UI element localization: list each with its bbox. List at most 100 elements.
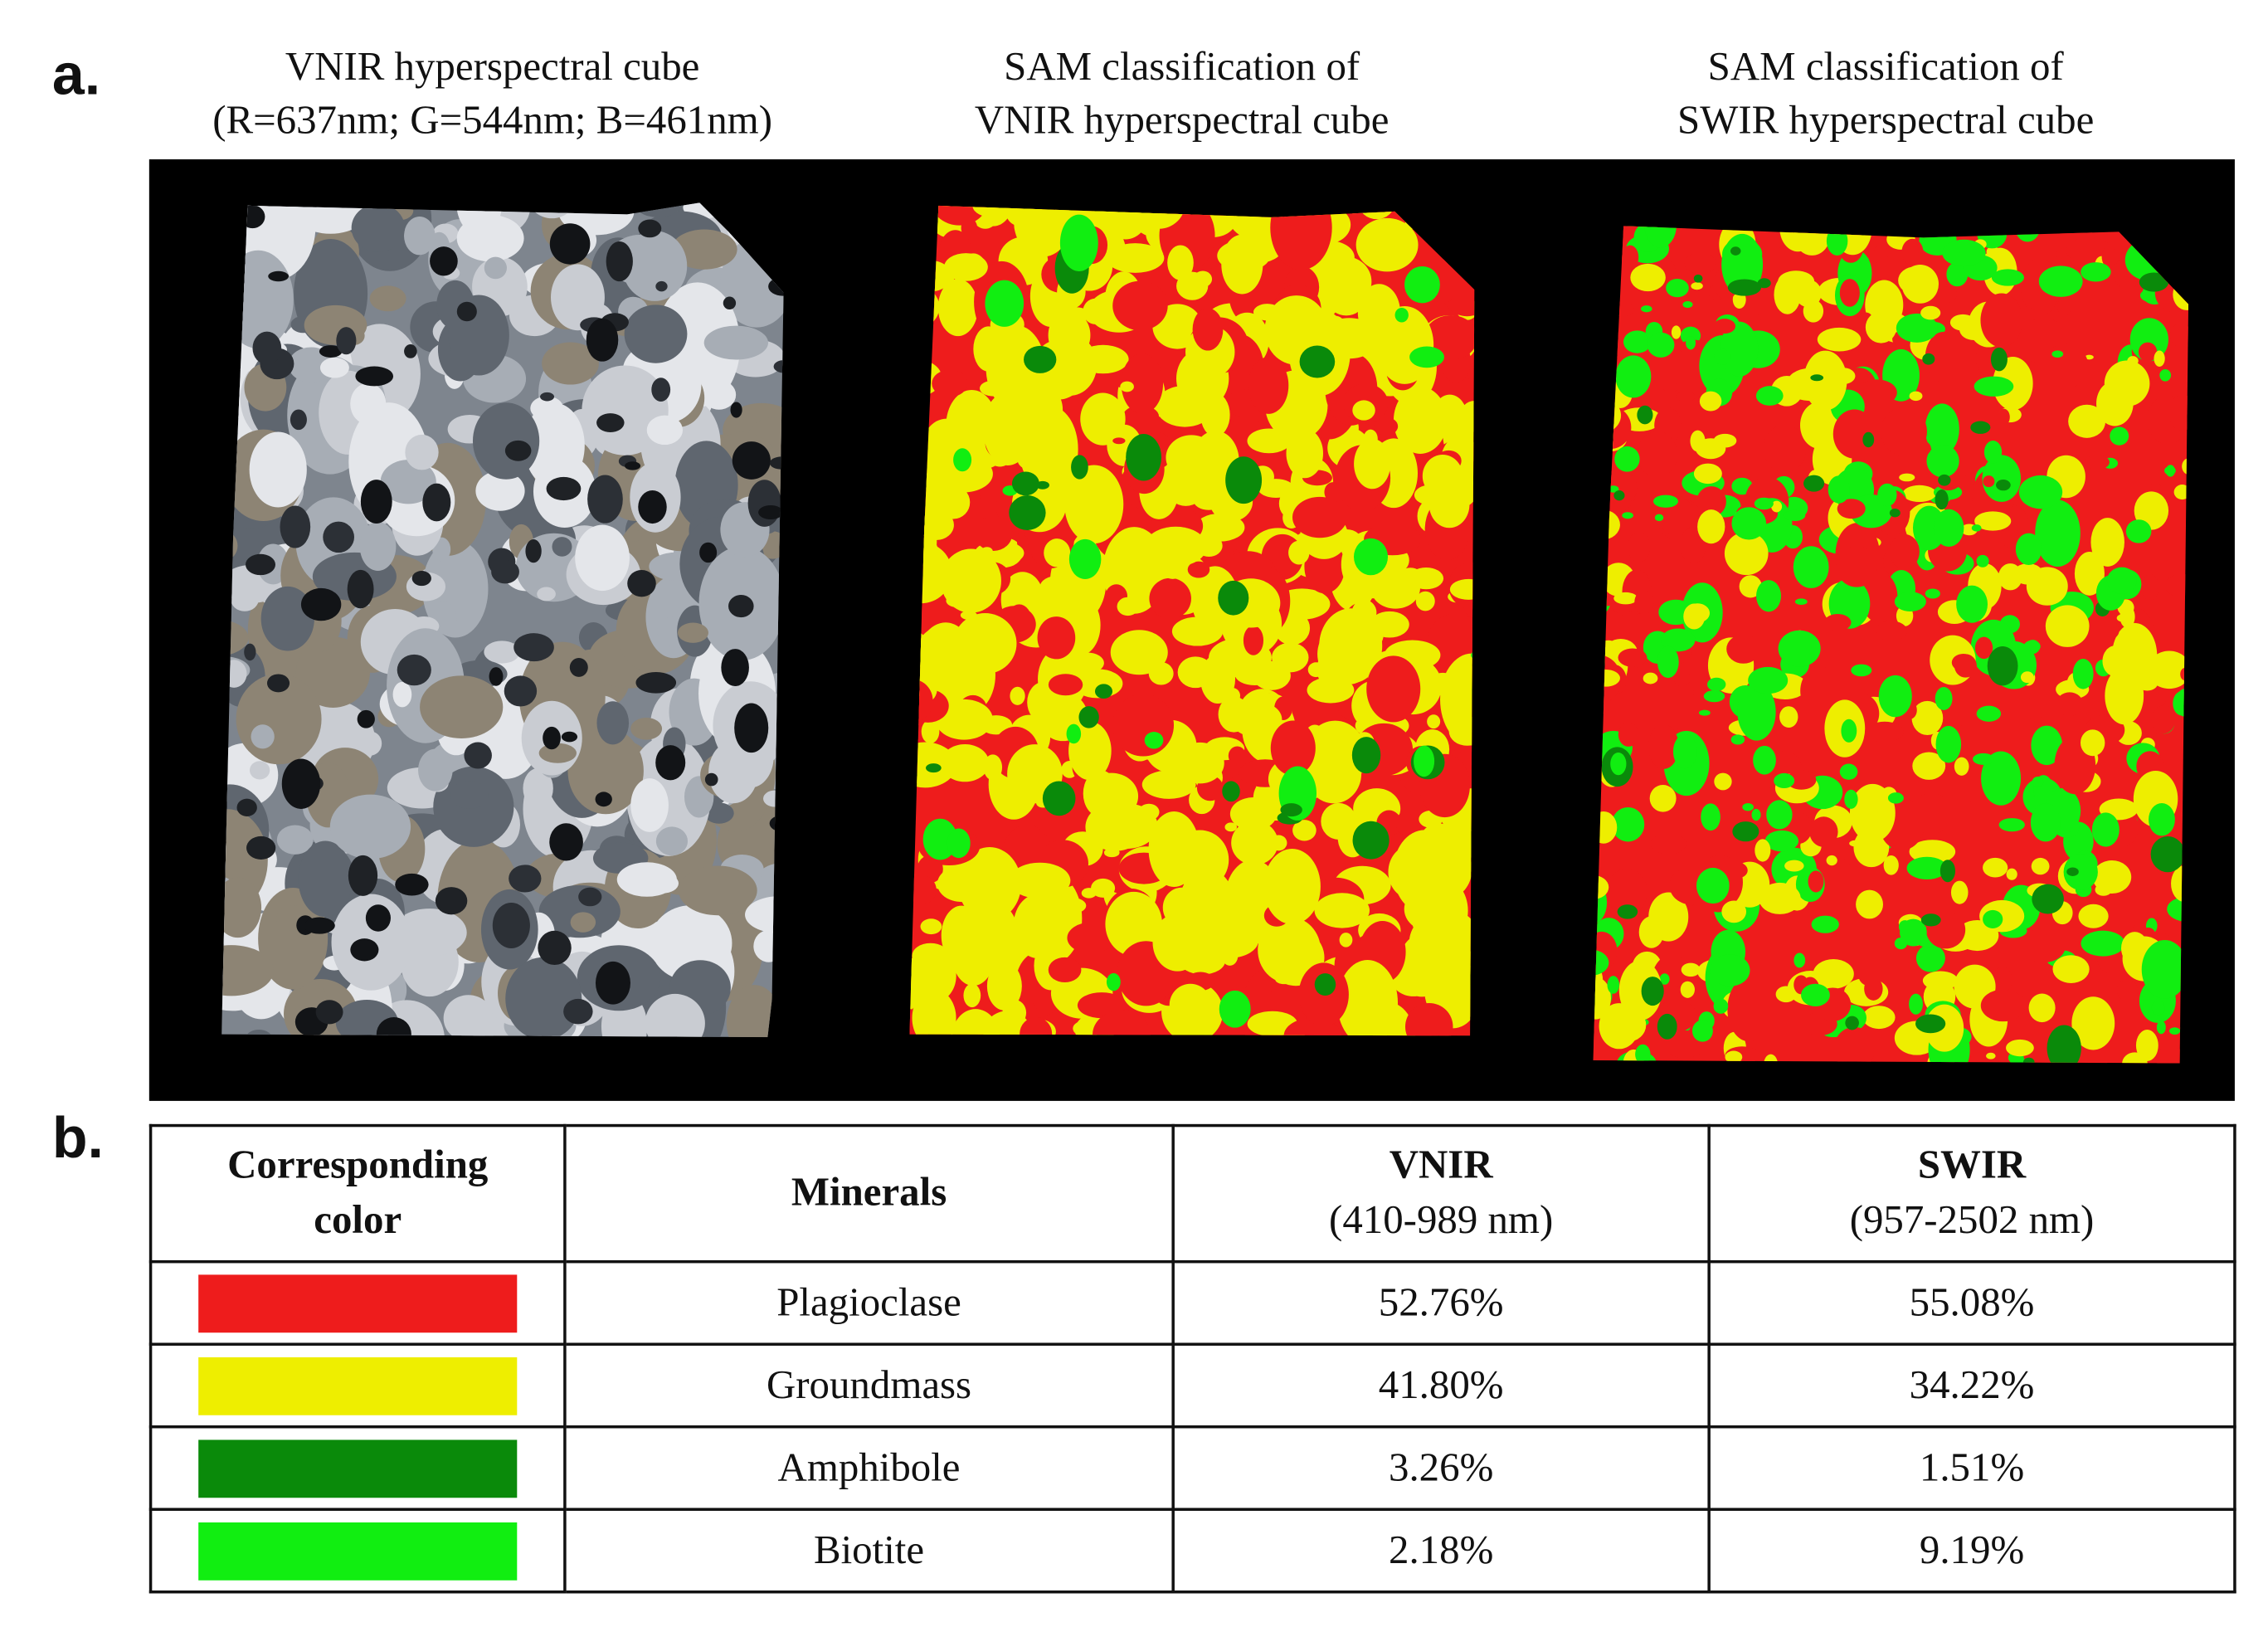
class-patch xyxy=(2158,250,2174,261)
rock-texture xyxy=(221,269,251,350)
dark-crystal xyxy=(769,456,784,470)
class-patch xyxy=(1983,475,1995,488)
class-patch xyxy=(1826,855,1837,866)
dark-crystal xyxy=(540,392,555,402)
class-patch xyxy=(1120,381,1134,392)
rock-texture xyxy=(472,402,540,480)
dark-crystal xyxy=(549,223,591,265)
header-text: color xyxy=(314,1197,402,1243)
dark-crystal xyxy=(430,246,458,276)
class-patch xyxy=(1044,538,1071,568)
class-patch xyxy=(1042,781,1076,816)
rock-texture xyxy=(633,202,684,218)
dark-crystal xyxy=(350,938,379,962)
dark-crystal xyxy=(236,798,257,816)
dark-crystal xyxy=(395,873,429,896)
class-patch xyxy=(1909,993,1923,1015)
class-patch xyxy=(1946,261,1969,287)
class-patch xyxy=(2116,613,2133,623)
rock-texture xyxy=(221,660,247,688)
class-patch xyxy=(1144,526,1207,567)
class-patch xyxy=(1042,334,1097,396)
class-patch xyxy=(2135,1030,2158,1061)
class-patch xyxy=(2051,350,2064,358)
class-patch xyxy=(2164,466,2176,475)
class-patch xyxy=(1355,217,1419,272)
dark-crystal xyxy=(655,745,686,781)
class-patch xyxy=(1617,904,1638,919)
class-patch xyxy=(1925,588,1940,599)
class-patch xyxy=(1593,874,1609,899)
class-patch xyxy=(1714,348,1731,365)
class-patch xyxy=(1864,977,1883,1001)
rock-texture xyxy=(677,622,708,643)
class-patch xyxy=(1922,971,1959,991)
table-header-row: Corresponding color Minerals VNIR (410-9… xyxy=(148,1123,2236,1264)
class-patch xyxy=(1754,497,1774,510)
class-patch xyxy=(1907,671,1932,692)
image-strip xyxy=(148,159,2235,1101)
class-patch xyxy=(986,858,1010,892)
class-patch xyxy=(1800,666,1841,716)
class-patch xyxy=(1974,376,2014,397)
class-patch xyxy=(1419,407,1435,417)
class-patch xyxy=(1132,205,1185,229)
dark-crystal xyxy=(734,703,769,753)
class-patch xyxy=(1771,500,1783,513)
class-patch xyxy=(1759,882,1801,914)
class-patch xyxy=(1910,440,1931,457)
class-patch xyxy=(909,304,939,326)
class-patch xyxy=(1224,688,1241,704)
class-patch xyxy=(1755,839,1771,862)
class-patch xyxy=(1144,732,1164,749)
class-patch xyxy=(1647,332,1675,358)
class-patch xyxy=(1942,239,1986,267)
class-patch xyxy=(1247,1011,1298,1036)
class-patch xyxy=(1091,878,1116,898)
dark-crystal xyxy=(315,1000,343,1025)
rock-texture xyxy=(319,357,349,378)
rock-texture xyxy=(570,912,596,933)
class-patch xyxy=(1438,244,1475,317)
class-patch xyxy=(947,828,971,859)
class-patch xyxy=(975,1032,993,1036)
color-swatch-plagioclase xyxy=(198,1274,518,1332)
class-patch xyxy=(1906,856,1948,879)
vnir-rgb-image xyxy=(221,202,784,1038)
class-patch xyxy=(1980,293,2023,348)
class-patch xyxy=(2112,622,2158,689)
class-patch xyxy=(1011,471,1039,496)
class-patch xyxy=(1048,674,1083,696)
color-swatch-groundmass xyxy=(198,1357,518,1415)
class-patch xyxy=(2136,675,2158,691)
class-patch xyxy=(1873,243,1888,265)
rock-texture xyxy=(717,202,773,246)
class-patch xyxy=(909,407,924,426)
rock-texture xyxy=(404,217,436,256)
rock-texture xyxy=(221,212,234,250)
class-patch xyxy=(1730,246,1741,256)
rock-texture xyxy=(475,470,525,511)
dark-crystal xyxy=(266,674,290,693)
dark-crystal xyxy=(525,539,542,563)
class-patch xyxy=(1414,745,1435,777)
class-patch xyxy=(1803,350,1847,411)
class-patch xyxy=(2045,605,2090,647)
image-title-line: VNIR hyperspectral cube xyxy=(974,98,1390,144)
class-patch xyxy=(1974,636,1993,660)
class-patch xyxy=(1628,531,1651,563)
class-patch xyxy=(1662,382,1680,392)
class-patch xyxy=(1317,623,1376,685)
class-patch xyxy=(1849,783,1896,843)
dark-crystal xyxy=(281,758,321,809)
class-patch xyxy=(1956,585,1988,623)
class-patch xyxy=(921,719,940,744)
class-patch xyxy=(1753,745,1776,775)
class-patch xyxy=(2051,396,2074,423)
class-patch xyxy=(1691,1020,1713,1042)
class-patch xyxy=(2156,1021,2166,1035)
class-patch xyxy=(1915,944,1945,972)
class-patch xyxy=(1951,653,1975,672)
class-patch xyxy=(1415,591,1435,611)
